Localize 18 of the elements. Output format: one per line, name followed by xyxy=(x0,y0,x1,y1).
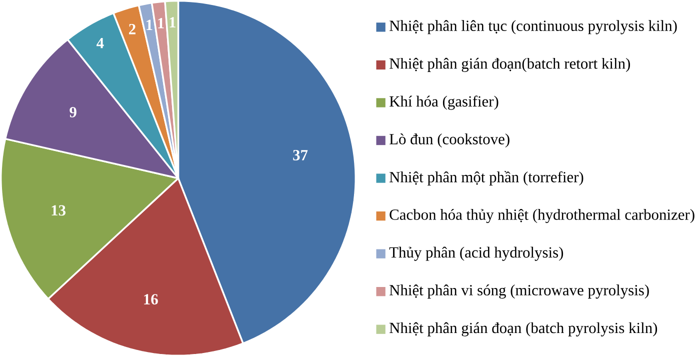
data-label: 16 xyxy=(144,294,158,305)
legend-label: Khí hóa (gasifier) xyxy=(390,96,498,110)
legend-label: Cacbon hóa thủy nhiệt (hydrothermal carbonizer) xyxy=(390,209,694,224)
data-label: 1 xyxy=(170,17,176,28)
data-label: 1 xyxy=(158,18,164,28)
legend-label: Nhiệt phân gián đoạn(batch retort kiln) xyxy=(390,58,630,72)
data-label: 1 xyxy=(146,20,152,30)
legend-label: Thủy phân (acid hydrolysis) xyxy=(389,246,564,262)
legend-label: Nhiệt phân một phần (torrefier) xyxy=(390,171,584,186)
data-label: 9 xyxy=(70,107,76,118)
legend-label: Nhiệt phân liên tục (continuous pyrolysis kiln) xyxy=(390,20,677,34)
legend-label: Nhiệt phân vi sóng (microwave pyrolysis) xyxy=(390,284,649,299)
data-label: 13 xyxy=(52,205,66,216)
data-label: 37 xyxy=(293,150,308,161)
data-label: 4 xyxy=(96,38,104,48)
legend-label: Nhiệt phân gián đoạn (batch pyrolysis kiln) xyxy=(390,322,658,337)
legend-label: Lò đun (cookstove) xyxy=(390,134,510,148)
data-label: 2 xyxy=(129,24,136,34)
